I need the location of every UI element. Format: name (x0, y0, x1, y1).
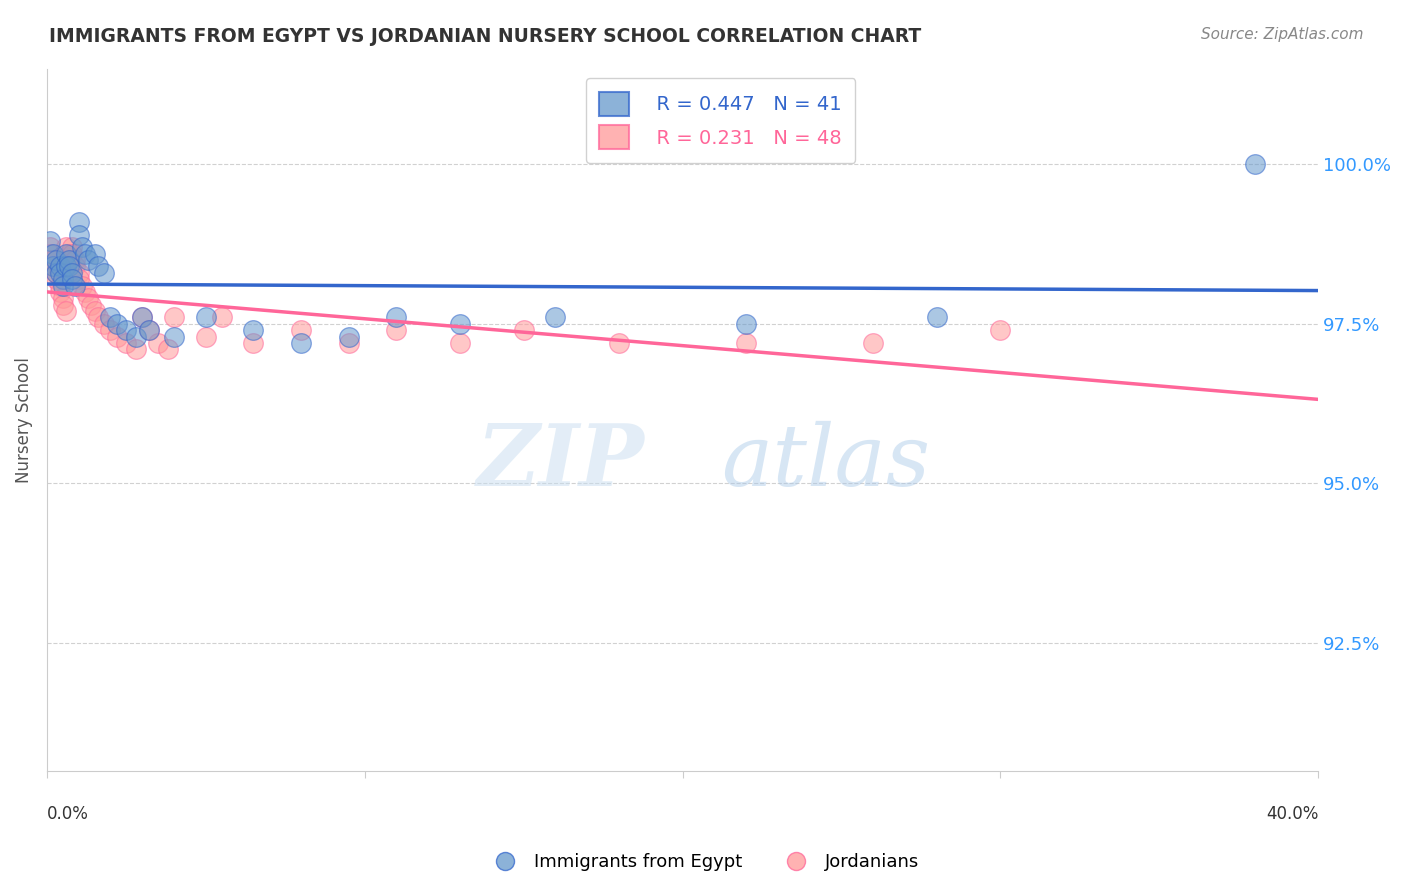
Point (67, 215, 90, 229)
Point (52, 291, 75, 305)
Point (385, 323, 408, 337)
Point (83, 246, 105, 260)
Point (512, 323, 534, 337)
Legend:   R = 0.447   N = 41,   R = 0.231   N = 48: R = 0.447 N = 41, R = 0.231 N = 48 (586, 78, 855, 162)
Point (39, 240, 62, 254)
Point (125, 343, 148, 357)
Point (55, 304, 77, 318)
Point (65, 253, 87, 268)
Point (42, 246, 65, 260)
Point (100, 323, 122, 337)
Point (988, 323, 1011, 337)
Point (105, 317, 128, 331)
Point (337, 329, 360, 343)
Point (163, 329, 186, 343)
Point (45, 253, 67, 268)
Point (544, 310, 567, 325)
Text: Source: ZipAtlas.com: Source: ZipAtlas.com (1201, 27, 1364, 42)
Point (449, 336, 471, 351)
Point (48, 266, 70, 280)
Text: ZIP: ZIP (477, 420, 644, 503)
Point (146, 336, 169, 351)
Point (48, 260, 70, 274)
Point (45, 272, 67, 286)
Point (290, 336, 312, 351)
Point (70, 240, 93, 254)
Point (73, 285, 96, 299)
Point (52, 272, 75, 286)
Point (138, 323, 160, 337)
Point (925, 310, 948, 325)
Point (115, 336, 138, 351)
Point (87, 310, 110, 325)
Point (60, 246, 83, 260)
Point (77, 291, 100, 305)
Point (290, 323, 312, 337)
Point (65, 260, 87, 274)
Text: atlas: atlas (721, 420, 929, 503)
Point (1243, 157, 1265, 171)
Text: 0.0%: 0.0% (46, 805, 89, 823)
Point (60, 240, 83, 254)
Point (42, 260, 65, 274)
Point (52, 278, 75, 293)
Point (73, 246, 96, 260)
Point (55, 240, 77, 254)
Point (131, 310, 153, 325)
Point (115, 323, 138, 337)
Point (87, 260, 110, 274)
Point (60, 266, 83, 280)
Text: IMMIGRANTS FROM EGYPT VS JORDANIAN NURSERY SCHOOL CORRELATION CHART: IMMIGRANTS FROM EGYPT VS JORDANIAN NURSE… (49, 27, 921, 45)
Point (58, 260, 80, 274)
Point (48, 285, 70, 299)
Point (138, 323, 160, 337)
Point (67, 266, 90, 280)
Text: 40.0%: 40.0% (1265, 805, 1319, 823)
Point (55, 260, 77, 274)
Point (83, 304, 105, 318)
Point (39, 246, 62, 260)
Point (58, 246, 80, 260)
Point (163, 310, 186, 325)
Point (58, 253, 80, 268)
Legend: Immigrants from Egypt, Jordanians: Immigrants from Egypt, Jordanians (479, 847, 927, 879)
Point (42, 253, 65, 268)
Point (449, 317, 471, 331)
Point (45, 266, 67, 280)
Point (385, 310, 408, 325)
Point (211, 310, 233, 325)
Point (39, 234, 62, 248)
Point (242, 336, 264, 351)
Point (67, 227, 90, 242)
Point (131, 310, 153, 325)
Y-axis label: Nursery School: Nursery School (15, 357, 32, 483)
Point (55, 246, 77, 260)
Point (194, 329, 217, 343)
Point (105, 329, 128, 343)
Point (125, 329, 148, 343)
Point (93, 317, 115, 331)
Point (58, 253, 80, 268)
Point (156, 343, 179, 357)
Point (337, 336, 360, 351)
Point (70, 278, 93, 293)
Point (194, 310, 217, 325)
Point (80, 298, 103, 312)
Point (45, 266, 67, 280)
Point (242, 323, 264, 337)
Point (735, 336, 758, 351)
Point (862, 336, 884, 351)
Point (52, 298, 75, 312)
Point (77, 253, 100, 268)
Point (93, 266, 115, 280)
Point (48, 278, 70, 293)
Point (735, 317, 758, 331)
Point (607, 336, 630, 351)
Point (67, 272, 90, 286)
Point (42, 260, 65, 274)
Point (60, 272, 83, 286)
Point (65, 278, 87, 293)
Point (100, 310, 122, 325)
